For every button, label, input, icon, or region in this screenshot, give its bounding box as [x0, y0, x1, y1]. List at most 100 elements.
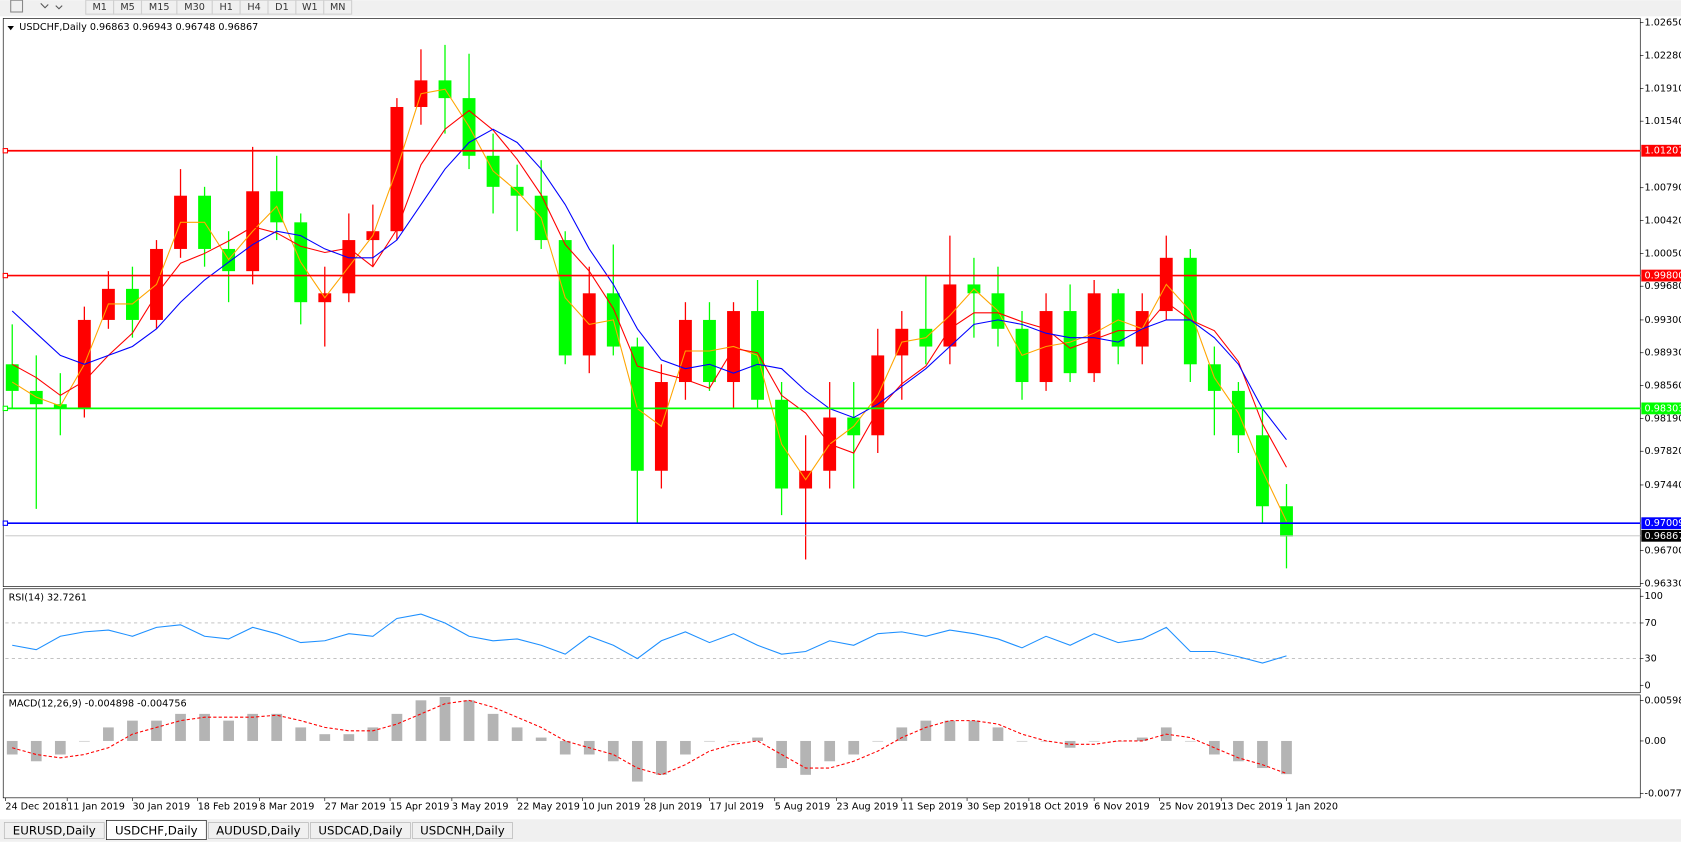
macd-histogram-bar — [656, 740, 667, 775]
x-tick-label: 24 Dec 2018 — [5, 801, 66, 812]
macd-histogram-bar — [1184, 740, 1196, 742]
y-tick-label: 1.00050 — [1645, 248, 1681, 259]
x-tick-label: 30 Sep 2019 — [967, 801, 1028, 812]
timeframe-label[interactable]: M30 — [184, 2, 205, 13]
macd-histogram-bar — [439, 696, 451, 741]
y-tick-label: 30 — [1645, 654, 1657, 665]
timeframe-label[interactable]: M5 — [120, 2, 134, 13]
symbol-tab-label[interactable]: USDCHF,Daily — [115, 824, 198, 838]
symbol-tab[interactable] — [106, 820, 207, 840]
macd-histogram-bar — [535, 737, 547, 741]
y-tick-label: 0.97440 — [1645, 480, 1681, 491]
y-tick-label: 0.00 — [1645, 736, 1666, 747]
x-tick-label: 22 May 2019 — [517, 801, 580, 812]
panel-title: RSI(14) 32.7261 — [9, 592, 87, 603]
collapse-icon — [7, 25, 14, 31]
timeframe-label[interactable]: MN — [330, 2, 346, 13]
x-tick-label: 30 Jan 2019 — [132, 801, 190, 812]
level-handle — [2, 520, 9, 526]
macd-histogram-bar — [1064, 740, 1076, 748]
macd-histogram-bar — [1088, 740, 1100, 742]
level-price-box — [1641, 402, 1681, 415]
level-price-box — [1641, 269, 1681, 282]
timeframe-label[interactable]: H1 — [220, 2, 233, 13]
macd-histogram-bar — [680, 740, 691, 755]
macd-histogram-bar — [704, 740, 715, 742]
x-tick-label: 18 Oct 2019 — [1029, 801, 1089, 812]
level-price-label: 0.97009 — [1645, 518, 1681, 529]
macd-histogram-bar — [247, 713, 259, 741]
macd-histogram-bar — [223, 720, 234, 741]
y-tick-label: 1.01540 — [1645, 116, 1681, 127]
macd-histogram-bar — [103, 727, 114, 741]
macd-histogram-bar — [1257, 740, 1268, 769]
moving-average — [11, 128, 1287, 440]
symbol-tab-label[interactable]: EURUSD,Daily — [13, 824, 96, 838]
macd-histogram-bar — [319, 734, 331, 741]
macd-histogram-bar — [54, 740, 66, 755]
symbol-tab-label[interactable]: USDCAD,Daily — [318, 824, 402, 838]
macd-histogram-bar — [1136, 737, 1148, 741]
x-tick-label: 23 Aug 2019 — [837, 801, 899, 812]
x-tick-label: 13 Dec 2019 — [1221, 801, 1283, 812]
macd-histogram-bar — [752, 737, 763, 741]
macd-histogram-bar — [944, 720, 956, 741]
macd-histogram-bar — [415, 700, 427, 741]
candle-body — [5, 364, 19, 391]
macd-histogram-bar — [992, 727, 1004, 741]
symbol-tab-label[interactable]: AUDUSD,Daily — [216, 824, 301, 838]
macd-histogram-bar — [127, 720, 138, 741]
macd-histogram-bar — [487, 713, 499, 741]
macd-histogram-bar — [271, 713, 283, 741]
x-tick-label: 27 Mar 2019 — [325, 801, 386, 812]
x-tick-label: 8 Mar 2019 — [260, 801, 315, 812]
timeframe-label[interactable]: M1 — [92, 2, 106, 13]
rsi-panel — [2, 588, 1641, 694]
text-tool-icon[interactable] — [10, 0, 24, 13]
macd-histogram-bar — [1016, 740, 1028, 742]
timeframe-label[interactable]: W1 — [302, 2, 318, 13]
macd-histogram-bar — [6, 740, 18, 755]
level-price-label: 0.99800 — [1645, 271, 1681, 282]
x-tick-label: 1 Jan 2020 — [1286, 801, 1338, 812]
y-tick-label: 0.98560 — [1645, 381, 1681, 392]
level-price-box — [1641, 517, 1681, 530]
y-tick-label: 0.98190 — [1645, 413, 1681, 424]
y-tick-label: 1.01910 — [1645, 83, 1681, 94]
symbol-tab[interactable] — [412, 822, 513, 839]
price-panel — [2, 18, 1641, 587]
y-tick-label: 100 — [1645, 591, 1663, 602]
x-tick-label: 15 Apr 2019 — [390, 801, 450, 812]
tool-icon[interactable] — [40, 3, 63, 10]
moving-average — [11, 109, 1287, 468]
timeframe-label[interactable]: M15 — [149, 2, 170, 13]
macd-histogram-bar — [199, 713, 210, 741]
y-tick-label: 1.02280 — [1645, 51, 1681, 62]
macd-histogram-bar — [631, 740, 643, 782]
last-price-label: 0.96867 — [1645, 531, 1681, 542]
macd-histogram-bar — [800, 740, 811, 775]
y-tick-label: 0.005986 — [1645, 695, 1681, 706]
moving-average — [11, 88, 1287, 522]
symbol-tab-label[interactable]: USDCNH,Daily — [420, 824, 505, 838]
macd-histogram-bar — [175, 713, 186, 741]
x-tick-label: 28 Jun 2019 — [644, 801, 702, 812]
symbol-tab[interactable] — [310, 822, 411, 839]
macd-histogram-bar — [968, 720, 980, 741]
timeframe-label[interactable]: H4 — [247, 2, 260, 13]
timeframe-label[interactable]: D1 — [275, 2, 289, 13]
macd-signal-line — [12, 699, 1287, 776]
symbol-tab[interactable] — [3, 822, 105, 839]
y-tick-label: 0.96330 — [1645, 578, 1681, 589]
y-tick-label: 0 — [1645, 680, 1651, 691]
timeframe-button[interactable] — [323, 0, 353, 15]
macd-histogram-bar — [295, 727, 307, 741]
macd-panel — [2, 694, 1641, 799]
macd-histogram-bar — [391, 713, 403, 741]
level-handle — [2, 148, 9, 154]
y-tick-label: 0.97820 — [1645, 446, 1681, 457]
macd-histogram-bar — [728, 740, 739, 742]
symbol-tab[interactable] — [208, 822, 309, 839]
macd-histogram-bar — [343, 734, 355, 741]
